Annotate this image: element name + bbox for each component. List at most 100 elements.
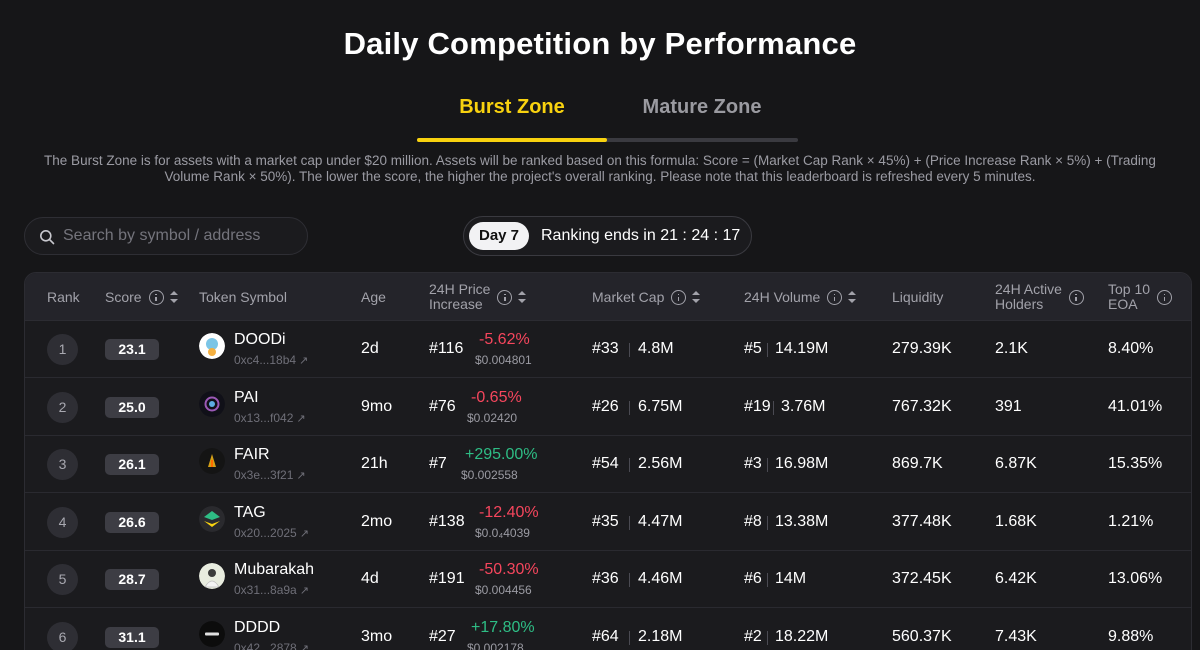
header-market-cap[interactable]: Market Cap: [592, 273, 701, 321]
price-change: +295.00%: [465, 446, 538, 463]
price-rank: #191: [429, 570, 465, 587]
active-holders-value: 391: [995, 397, 1022, 415]
market-cap-value: 4.46M: [638, 570, 683, 587]
header-market-cap-label: Market Cap: [592, 288, 665, 305]
external-link-icon[interactable]: ↗: [299, 355, 309, 367]
token-symbol[interactable]: DDDD: [234, 618, 281, 636]
token-age: 21h: [361, 455, 388, 472]
volume-value: 13.38M: [775, 512, 829, 530]
info-icon[interactable]: [827, 289, 843, 305]
price-rank: #138: [429, 512, 465, 530]
search-box[interactable]: [24, 217, 308, 255]
tag-avatar-icon: [199, 505, 225, 532]
header-volume[interactable]: 24H Volume: [744, 273, 857, 321]
rank-badge: 1: [47, 334, 78, 365]
score-badge: 31.1: [105, 626, 159, 648]
top10-eoa-value: 9.88%: [1108, 627, 1154, 645]
active-holders-value: 6.42K: [995, 570, 1037, 587]
market-cap-rank: #36: [592, 570, 619, 587]
divider: [629, 573, 630, 587]
active-holders-value: 1.68K: [995, 512, 1037, 530]
active-holders-value: 6.87K: [995, 455, 1037, 472]
price-rank: #27: [429, 627, 456, 645]
price-change: -50.30%: [479, 561, 539, 578]
active-tab-indicator: [417, 138, 607, 142]
token-price: $0.002178: [467, 640, 524, 650]
token-address[interactable]: 0xc4...18b4 ↗: [234, 353, 308, 367]
volume-value: 16.98M: [775, 455, 829, 472]
divider: [767, 458, 768, 472]
external-link-icon[interactable]: ↗: [299, 527, 309, 540]
info-icon[interactable]: [1157, 289, 1173, 305]
info-icon[interactable]: [1068, 289, 1084, 305]
header-score-label: Score: [105, 288, 142, 305]
table-row[interactable]: 3 26.1 FAIR 0x3e...3f21 ↗ 21h #7 +295.00%…: [25, 436, 1191, 493]
sort-icon[interactable]: [848, 291, 857, 303]
top10-eoa-value: 41.01%: [1108, 397, 1163, 415]
table-row[interactable]: 6 31.1 DDDD 0x42...2878 ↗ 3mo #27 +17.80%…: [25, 609, 1191, 650]
token-symbol[interactable]: TAG: [234, 503, 266, 521]
external-link-icon[interactable]: ↗: [299, 642, 309, 650]
search-input[interactable]: [63, 218, 293, 254]
pai-avatar-icon: [199, 390, 225, 417]
market-cap-rank: #33: [592, 340, 619, 357]
header-top10-eoa[interactable]: Top 10 EOA: [1108, 273, 1173, 321]
header-price-label: 24H Price Increase: [429, 282, 490, 312]
tab-mature-zone[interactable]: Mature Zone: [642, 96, 762, 118]
token-address[interactable]: 0x42...2878 ↗: [234, 641, 309, 650]
price-change: -12.40%: [479, 503, 539, 521]
divider: [767, 630, 768, 645]
zone-tabs: Burst Zone Mature Zone: [417, 96, 798, 142]
token-age: 3mo: [361, 627, 393, 645]
table-row[interactable]: 4 26.6 TAG 0x20...2025 ↗ 2mo #138 -12.40%…: [25, 494, 1191, 551]
external-link-icon[interactable]: ↗: [296, 412, 306, 425]
info-icon[interactable]: [671, 289, 687, 305]
top10-eoa-value: 15.35%: [1108, 455, 1163, 472]
ranking-timer: Day 7 Ranking ends in 21 : 24 : 17: [463, 216, 752, 256]
header-active-holders[interactable]: 24H Active Holders: [995, 273, 1084, 321]
header-token: Token Symbol: [199, 273, 287, 321]
score-badge: 26.6: [105, 511, 159, 533]
token-address[interactable]: 0x3e...3f21 ↗: [234, 468, 306, 482]
external-link-icon[interactable]: ↗: [296, 470, 306, 482]
doodi-avatar-icon: [199, 333, 225, 359]
token-address-text: 0x3e...3f21: [234, 468, 294, 482]
market-cap-rank: #54: [592, 455, 619, 472]
header-price-increase[interactable]: 24H Price Increase: [429, 273, 527, 321]
sort-icon[interactable]: [169, 291, 178, 303]
token-symbol[interactable]: FAIR: [234, 446, 270, 463]
token-address[interactable]: 0x13...f042 ↗: [234, 411, 306, 425]
volume-rank: #8: [744, 512, 762, 530]
score-badge: 28.7: [105, 569, 159, 590]
rank-badge: 5: [47, 564, 78, 595]
liquidity-value: 377.48K: [892, 512, 952, 530]
header-score[interactable]: Score: [105, 273, 178, 321]
info-icon[interactable]: [148, 289, 164, 305]
market-cap-value: 4.8M: [638, 340, 674, 357]
token-address[interactable]: 0x20...2025 ↗: [234, 526, 309, 540]
day-badge[interactable]: Day 7: [469, 222, 529, 250]
token-address[interactable]: 0x31...8a9a ↗: [234, 583, 309, 597]
table-row[interactable]: 2 25.0 PAI 0x13...f042 ↗ 9mo #76 -0.65% $…: [25, 379, 1191, 436]
token-price: $0.004456: [475, 583, 532, 597]
sort-icon[interactable]: [692, 291, 701, 303]
table-row[interactable]: 5 28.7 Mubarakah 0x31...8a9a ↗ 4d #191 -5…: [25, 551, 1191, 608]
token-symbol[interactable]: DOODi: [234, 331, 286, 348]
token-price: $0.002558: [461, 468, 518, 482]
rank-badge: 4: [47, 506, 78, 538]
token-symbol[interactable]: Mubarakah: [234, 561, 315, 578]
token-symbol[interactable]: PAI: [234, 388, 259, 406]
info-icon[interactable]: [497, 289, 513, 305]
table-row[interactable]: 1 23.1 DOODi 0xc4...18b4 ↗ 2d #116 -5.62%…: [25, 321, 1191, 378]
tab-burst-zone[interactable]: Burst Zone: [459, 96, 565, 118]
rank-badge: 2: [47, 391, 78, 423]
volume-value: 3.76M: [781, 397, 826, 415]
active-holders-value: 7.43K: [995, 627, 1037, 645]
external-link-icon[interactable]: ↗: [299, 585, 309, 597]
volume-rank: #6: [744, 570, 762, 587]
sort-icon[interactable]: [518, 291, 527, 303]
divider: [767, 573, 768, 587]
divider: [629, 343, 630, 357]
price-change: +17.80%: [471, 618, 535, 636]
header-price-line2: Increase: [429, 296, 483, 312]
